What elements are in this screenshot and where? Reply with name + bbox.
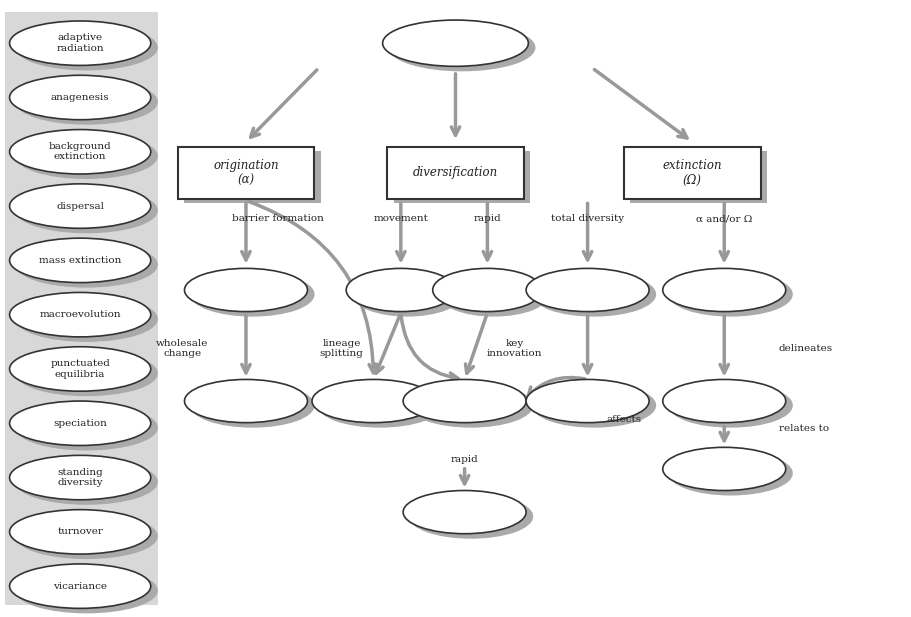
- Text: diversification: diversification: [413, 166, 498, 180]
- Ellipse shape: [9, 455, 151, 500]
- FancyBboxPatch shape: [5, 12, 158, 605]
- Ellipse shape: [389, 24, 535, 71]
- Ellipse shape: [15, 80, 158, 124]
- Ellipse shape: [9, 564, 151, 608]
- Ellipse shape: [433, 268, 542, 312]
- Text: movement: movement: [374, 214, 428, 223]
- Ellipse shape: [403, 379, 527, 423]
- Ellipse shape: [410, 384, 532, 427]
- Text: delineates: delineates: [779, 344, 833, 353]
- Text: turnover: turnover: [57, 528, 103, 536]
- Ellipse shape: [9, 347, 151, 391]
- Ellipse shape: [410, 495, 532, 538]
- Text: background
extinction: background extinction: [49, 142, 111, 162]
- Ellipse shape: [15, 568, 158, 613]
- FancyBboxPatch shape: [178, 147, 314, 199]
- Text: extinction
(Ω): extinction (Ω): [662, 159, 722, 187]
- Text: standing
diversity: standing diversity: [57, 468, 103, 487]
- Ellipse shape: [15, 25, 158, 70]
- Ellipse shape: [383, 20, 528, 67]
- Text: barrier formation: barrier formation: [232, 214, 323, 223]
- Ellipse shape: [15, 514, 158, 558]
- Ellipse shape: [663, 268, 785, 312]
- Text: punctuated
equilibria: punctuated equilibria: [50, 359, 110, 379]
- Ellipse shape: [191, 384, 314, 427]
- FancyBboxPatch shape: [184, 151, 321, 204]
- Ellipse shape: [669, 273, 793, 316]
- Text: key
innovation: key innovation: [487, 339, 542, 358]
- Ellipse shape: [353, 273, 462, 316]
- Ellipse shape: [346, 268, 456, 312]
- Ellipse shape: [439, 273, 548, 316]
- Ellipse shape: [532, 273, 656, 316]
- Ellipse shape: [9, 292, 151, 337]
- Ellipse shape: [9, 184, 151, 228]
- Ellipse shape: [185, 379, 308, 423]
- Ellipse shape: [9, 510, 151, 554]
- Ellipse shape: [527, 268, 650, 312]
- Ellipse shape: [15, 405, 158, 450]
- Text: affects: affects: [607, 415, 641, 424]
- Ellipse shape: [9, 75, 151, 120]
- Text: total diversity: total diversity: [551, 214, 624, 223]
- Text: macroevolution: macroevolution: [39, 310, 121, 319]
- Ellipse shape: [9, 238, 151, 283]
- Ellipse shape: [15, 297, 158, 341]
- Ellipse shape: [319, 384, 442, 427]
- FancyBboxPatch shape: [394, 151, 530, 204]
- Ellipse shape: [15, 351, 158, 395]
- Text: adaptive
radiation: adaptive radiation: [56, 33, 104, 53]
- Ellipse shape: [663, 447, 785, 491]
- Text: anagenesis: anagenesis: [51, 93, 109, 102]
- Text: lineage
splitting: lineage splitting: [320, 339, 363, 358]
- Ellipse shape: [669, 452, 793, 495]
- Ellipse shape: [9, 130, 151, 174]
- Ellipse shape: [185, 268, 308, 312]
- Text: rapid: rapid: [474, 214, 501, 223]
- Ellipse shape: [312, 379, 435, 423]
- Text: mass extinction: mass extinction: [39, 256, 121, 265]
- Text: rapid: rapid: [451, 455, 478, 464]
- FancyBboxPatch shape: [624, 147, 761, 199]
- Ellipse shape: [9, 21, 151, 65]
- Ellipse shape: [669, 384, 793, 427]
- Ellipse shape: [663, 379, 785, 423]
- Text: vicariance: vicariance: [53, 582, 107, 590]
- Ellipse shape: [9, 401, 151, 445]
- Ellipse shape: [403, 491, 527, 534]
- Ellipse shape: [15, 242, 158, 287]
- Ellipse shape: [191, 273, 314, 316]
- Text: dispersal: dispersal: [56, 202, 104, 210]
- Ellipse shape: [532, 384, 656, 427]
- Text: speciation: speciation: [53, 419, 107, 428]
- Text: origination
(α): origination (α): [213, 159, 279, 187]
- Ellipse shape: [527, 379, 650, 423]
- Text: x and/or
total diversity: x and/or total diversity: [553, 163, 622, 183]
- FancyBboxPatch shape: [630, 151, 767, 204]
- Text: wholesale
change: wholesale change: [156, 339, 209, 358]
- Text: relates to: relates to: [779, 424, 829, 433]
- Text: α and/or Ω: α and/or Ω: [696, 214, 752, 223]
- FancyBboxPatch shape: [387, 147, 524, 199]
- Ellipse shape: [15, 188, 158, 233]
- Ellipse shape: [15, 134, 158, 178]
- Ellipse shape: [15, 460, 158, 504]
